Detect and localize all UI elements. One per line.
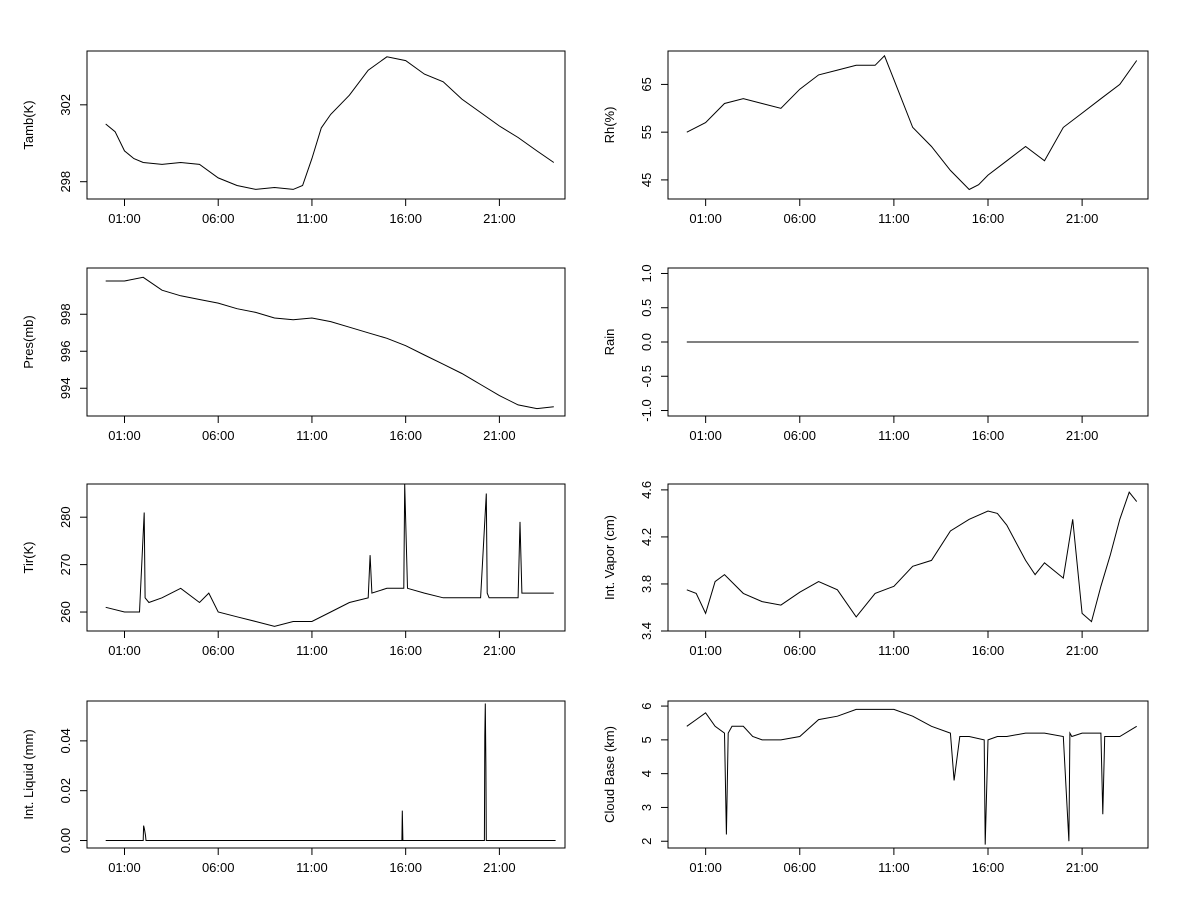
x-tick-label: 21:00 <box>483 860 516 875</box>
y-tick-label: 65 <box>639 77 654 91</box>
plot-frame <box>86 50 566 200</box>
x-tick-label: 16:00 <box>389 860 422 875</box>
x-tick-label: 06:00 <box>202 860 235 875</box>
y-axis-title: Pres(mb) <box>21 315 36 368</box>
plot-frame <box>667 700 1149 849</box>
x-tick-label: 01:00 <box>689 643 722 658</box>
y-tick-label: 5 <box>639 736 654 743</box>
x-tick-label: 21:00 <box>483 643 516 658</box>
x-tick-label: 06:00 <box>783 211 816 226</box>
y-tick-label: 3.8 <box>639 575 654 593</box>
x-tick-label: 16:00 <box>389 428 422 443</box>
x-tick-label: 11:00 <box>878 643 910 658</box>
panel-pres: 01:00 06:00 11:00 16:00 21:00 994 996 998 Pres(m… <box>21 267 566 443</box>
x-tick-label: 01:00 <box>108 428 141 443</box>
y-tick-label: 302 <box>58 94 73 116</box>
plot-frame <box>667 50 1149 200</box>
y-tick-label: 55 <box>639 125 654 139</box>
y-axis-title: Int. Vapor (cm) <box>602 515 617 600</box>
x-tick-label: 06:00 <box>202 643 235 658</box>
y-tick-label: 4.6 <box>639 481 654 499</box>
y-tick-label: 45 <box>639 173 654 187</box>
series-line-vapor <box>686 491 1138 623</box>
y-tick-label: 260 <box>58 601 73 623</box>
x-tick-label: 21:00 <box>1066 860 1099 875</box>
y-axis-title: Tamb(K) <box>21 100 36 149</box>
x-tick-label: 11:00 <box>296 211 328 226</box>
x-tick-label: 11:00 <box>296 860 328 875</box>
y-tick-label: 3.4 <box>639 622 654 640</box>
y-tick-label: 1.0 <box>639 264 654 282</box>
x-tick-label: 06:00 <box>783 860 816 875</box>
x-tick-label: 11:00 <box>296 428 328 443</box>
y-tick-label: 4 <box>639 770 654 777</box>
y-axis-title: Cloud Base (km) <box>602 726 617 823</box>
x-tick-label: 06:00 <box>202 428 235 443</box>
y-axis-title: Tir(K) <box>21 541 36 573</box>
y-tick-label: 4.2 <box>639 528 654 546</box>
x-tick-label: 16:00 <box>972 643 1005 658</box>
panel-tir: 01:00 06:00 11:00 16:00 21:00 260 270 280 Tir(K) <box>21 483 566 658</box>
panel-rain: 01:00 06:00 11:00 16:00 21:00 -1.0 -0.5 0.0 0.5 1… <box>602 264 1149 443</box>
y-tick-label: 0.5 <box>639 299 654 317</box>
x-tick-label: 21:00 <box>1066 211 1099 226</box>
x-tick-label: 01:00 <box>108 643 141 658</box>
y-tick-label: 0.02 <box>58 778 73 803</box>
y-tick-label: 6 <box>639 702 654 709</box>
panel-vapor: 01:00 06:00 11:00 16:00 21:00 3.4 3.8 4.2 4.6 Int… <box>602 481 1149 658</box>
x-tick-label: 01:00 <box>689 211 722 226</box>
x-tick-label: 11:00 <box>878 428 910 443</box>
y-axis-title: Int. Liquid (mm) <box>21 729 36 819</box>
plot-frame <box>667 483 1149 632</box>
x-tick-label: 21:00 <box>1066 643 1099 658</box>
y-axis-title: Rh(%) <box>602 107 617 144</box>
x-tick-label: 21:00 <box>1066 428 1099 443</box>
plot-frame <box>86 267 566 417</box>
series-line-pres <box>105 276 554 410</box>
x-tick-label: 16:00 <box>972 211 1005 226</box>
y-tick-label: 998 <box>58 303 73 325</box>
x-tick-label: 21:00 <box>483 428 516 443</box>
y-tick-label: 996 <box>58 340 73 362</box>
y-tick-label: 2 <box>639 838 654 845</box>
x-tick-label: 11:00 <box>878 860 910 875</box>
x-tick-label: 06:00 <box>783 428 816 443</box>
series-line-cloud <box>686 708 1137 845</box>
panel-tamb: 01:00 06:00 11:00 16:00 21:00 298 302 Tamb(K) <box>21 50 566 226</box>
x-tick-label: 21:00 <box>483 211 516 226</box>
y-tick-label: 3 <box>639 804 654 811</box>
y-tick-label: 298 <box>58 171 73 193</box>
x-tick-label: 01:00 <box>689 860 722 875</box>
series-line-tir <box>105 483 554 627</box>
y-tick-label: -1.0 <box>639 399 654 421</box>
plot-frame <box>86 483 566 632</box>
series-line-rh <box>686 54 1138 191</box>
x-tick-label: 16:00 <box>389 211 422 226</box>
y-tick-label: 0.00 <box>58 828 73 853</box>
x-tick-label: 06:00 <box>783 643 816 658</box>
panel-liquid: 01:00 06:00 11:00 16:00 21:00 0.00 0.02 0.04 Int… <box>21 700 566 875</box>
y-tick-label: -0.5 <box>639 365 654 387</box>
x-tick-label: 11:00 <box>296 643 328 658</box>
x-tick-label: 01:00 <box>689 428 722 443</box>
x-tick-label: 06:00 <box>202 211 235 226</box>
x-tick-label: 16:00 <box>972 860 1005 875</box>
x-tick-label: 01:00 <box>108 211 141 226</box>
panel-cloud: 01:00 06:00 11:00 16:00 21:00 2 3 4 5 6 Cloud Base… <box>602 700 1149 875</box>
panel-rh: 01:00 06:00 11:00 16:00 21:00 45 55 65 Rh(%) <box>602 50 1149 226</box>
series-line-liquid <box>105 703 556 841</box>
y-tick-label: 270 <box>58 554 73 576</box>
y-tick-label: 0.04 <box>58 728 73 753</box>
x-tick-label: 11:00 <box>878 211 910 226</box>
x-tick-label: 01:00 <box>108 860 141 875</box>
x-tick-label: 16:00 <box>972 428 1005 443</box>
y-tick-label: 994 <box>58 377 73 399</box>
x-tick-label: 16:00 <box>389 643 422 658</box>
series-line-tamb <box>105 56 555 190</box>
y-axis-title: Rain <box>602 329 617 356</box>
y-tick-label: 0.0 <box>639 333 654 351</box>
y-tick-label: 280 <box>58 506 73 528</box>
plot-frame <box>86 700 566 849</box>
